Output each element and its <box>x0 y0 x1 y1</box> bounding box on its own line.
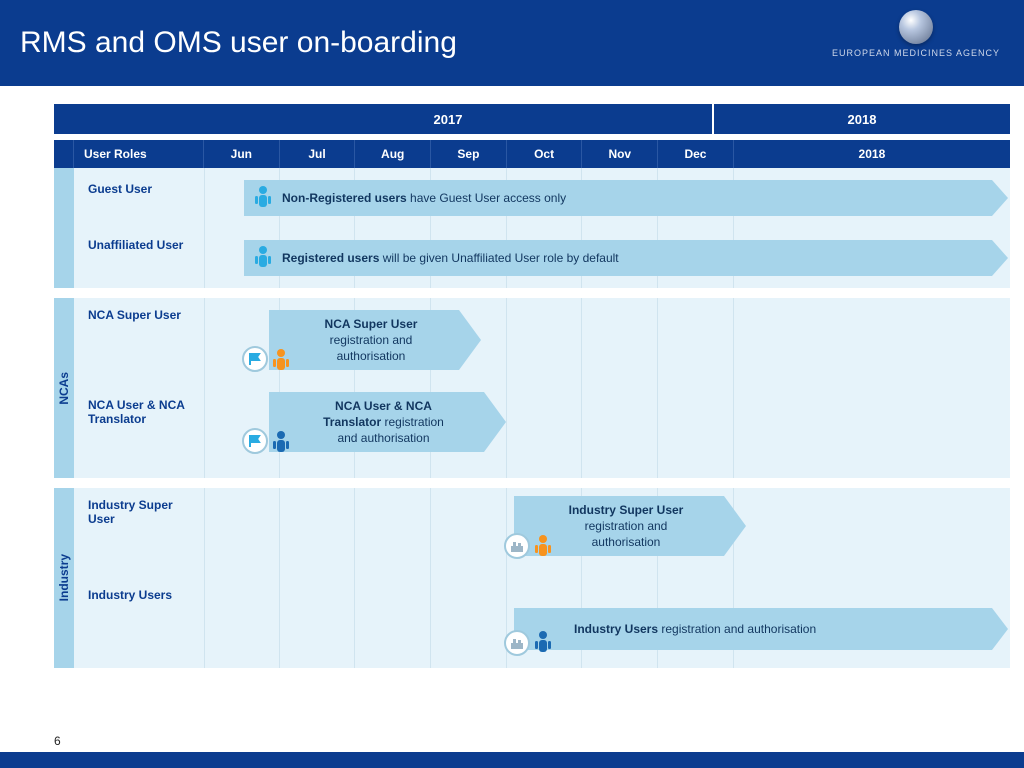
bar-nca-super: NCA Super User registration and authorisat… <box>269 310 459 370</box>
timeline-content: 2017 2018 User Roles Jun Jul Aug Sep Oct… <box>0 86 1024 668</box>
bar-ncaut-b2: Translator <box>323 415 381 429</box>
label-industry-super: Industry Super User <box>74 488 204 578</box>
bar-guest-bold: Non-Registered users <box>282 191 407 205</box>
bar-unaff-bold: Registered users <box>282 251 379 265</box>
footer-bar <box>0 752 1024 768</box>
group-general-side <box>54 168 74 288</box>
group-ncas-side: NCAs <box>54 298 74 478</box>
label-unaffiliated: Unaffiliated User <box>74 228 204 288</box>
month-sep: Sep <box>431 140 507 168</box>
bar-unaffiliated: Registered users will be given Unaffilia… <box>244 240 992 276</box>
month-aug: Aug <box>355 140 431 168</box>
row-guest-user: Guest User Non-Registered users have Gue… <box>74 168 1010 228</box>
user-roles-header: User Roles <box>74 140 204 168</box>
bar-ncaut-r1: registration <box>381 415 444 429</box>
flag-icon <box>242 428 268 454</box>
row-industry-super: Industry Super User Industry Super User r… <box>74 488 1010 578</box>
row-industry-users: Industry Users Industry Users registrati… <box>74 578 1010 668</box>
month-jun: Jun <box>204 140 280 168</box>
person-icon <box>254 245 272 271</box>
bar-guest-rest: have Guest User access only <box>407 191 566 205</box>
building-icon <box>504 533 530 559</box>
flag-icon <box>242 346 268 372</box>
month-side-spacer <box>54 140 74 168</box>
row-nca-user-translator: NCA User & NCA Translator NCA User & NCA… <box>74 388 1010 478</box>
label-nca-super: NCA Super User <box>74 298 204 388</box>
group-ncas: NCAs NCA Super User NCA Super User regist… <box>54 298 1010 478</box>
bar-unaff-rest: will be given Unaffiliated User role by … <box>379 251 618 265</box>
person-icon <box>254 185 272 211</box>
year-2018-cell: 2018 <box>714 104 1010 134</box>
building-icon <box>504 630 530 656</box>
month-nov: Nov <box>582 140 658 168</box>
group-general: Guest User Non-Registered users have Gue… <box>54 168 1010 288</box>
label-nca-user-translator: NCA User & NCA Translator <box>74 388 204 478</box>
group-ncas-label: NCAs <box>57 372 71 405</box>
bar-indsu-l2: registration and <box>585 519 668 533</box>
bar-indsu-bold: Industry Super User <box>569 503 684 517</box>
month-header-row: User Roles Jun Jul Aug Sep Oct Nov Dec 2… <box>54 140 1010 168</box>
page-number: 6 <box>54 734 61 748</box>
person-icon <box>272 348 290 374</box>
bar-ncaut-b1: NCA User & NCA <box>335 399 432 413</box>
bar-indus-rest: registration and authorisation <box>658 622 816 636</box>
page-title: RMS and OMS user on-boarding <box>20 26 457 60</box>
bar-ncasu-l2: registration and <box>330 333 413 347</box>
agency-logo: EUROPEAN MEDICINES AGENCY <box>832 10 1000 58</box>
person-icon <box>534 534 552 560</box>
group-industry: Industry Industry Super User Industry Su… <box>54 488 1010 668</box>
logo-text: EUROPEAN MEDICINES AGENCY <box>832 48 1000 58</box>
person-icon <box>272 430 290 456</box>
person-icon <box>534 630 552 656</box>
group-industry-label: Industry <box>57 554 71 601</box>
month-oct: Oct <box>507 140 583 168</box>
label-industry-users: Industry Users <box>74 578 204 668</box>
bar-guest-user: Non-Registered users have Guest User acc… <box>244 180 992 216</box>
bar-indsu-l3: authorisation <box>592 535 661 549</box>
title-bar: RMS and OMS user on-boarding EUROPEAN ME… <box>0 0 1024 86</box>
year-2017-cell: 2017 <box>184 104 714 134</box>
label-guest-user: Guest User <box>74 168 204 228</box>
bar-ncasu-l3: authorisation <box>337 349 406 363</box>
logo-sphere-icon <box>899 10 933 44</box>
month-dec: Dec <box>658 140 734 168</box>
month-2018: 2018 <box>734 140 1010 168</box>
bar-industry-users: Industry Users registration and authoris… <box>514 608 992 650</box>
bar-indus-bold: Industry Users <box>574 622 658 636</box>
bar-ncaut-r2: and authorisation <box>337 431 429 445</box>
group-industry-side: Industry <box>54 488 74 668</box>
row-nca-super: NCA Super User NCA Super User registratio… <box>74 298 1010 388</box>
year-spacer <box>54 104 184 134</box>
row-unaffiliated-user: Unaffiliated User Registered users will … <box>74 228 1010 288</box>
year-header-row: 2017 2018 <box>54 104 1010 134</box>
bar-nca-user-translator: NCA User & NCA Translator registration and… <box>269 392 484 452</box>
month-jul: Jul <box>280 140 356 168</box>
bar-ncasu-bold: NCA Super User <box>325 317 418 331</box>
